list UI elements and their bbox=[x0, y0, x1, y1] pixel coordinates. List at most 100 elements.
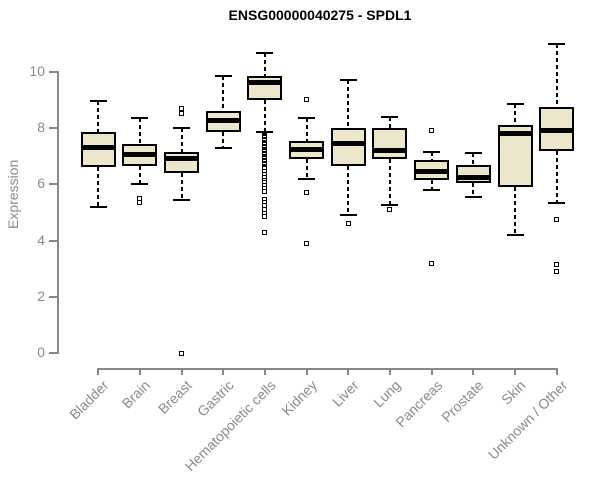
box-median bbox=[455, 174, 491, 180]
whisker-lower bbox=[180, 173, 183, 200]
x-tick bbox=[430, 369, 433, 375]
box-median bbox=[414, 169, 450, 175]
outlier-point bbox=[304, 240, 310, 246]
outlier-point bbox=[304, 190, 310, 196]
x-axis-label: Liver bbox=[328, 377, 362, 410]
whisker-lower bbox=[305, 158, 308, 179]
y-tick bbox=[49, 183, 57, 186]
whisker-upper bbox=[514, 104, 516, 126]
box-median bbox=[247, 80, 283, 86]
x-axis-label: Bladder bbox=[66, 377, 112, 423]
box-median bbox=[497, 131, 533, 137]
y-tick-label: 0 bbox=[37, 344, 45, 361]
y-tick bbox=[49, 70, 57, 73]
whisker-cap-lower bbox=[381, 204, 399, 207]
whisker-cap-upper bbox=[548, 42, 566, 45]
box-median bbox=[330, 141, 366, 146]
whisker-lower bbox=[347, 166, 350, 216]
outlier-point bbox=[304, 97, 310, 103]
whisker-cap-lower bbox=[548, 201, 566, 204]
outlier-point bbox=[262, 214, 268, 220]
x-tick bbox=[180, 369, 183, 375]
outlier-point bbox=[345, 221, 351, 227]
whisker-upper bbox=[430, 151, 433, 161]
outlier-point bbox=[179, 350, 185, 356]
whisker-upper bbox=[388, 116, 391, 128]
whisker-cap-lower bbox=[214, 146, 232, 149]
x-axis-label: Kidney bbox=[278, 377, 320, 419]
whisker-cap-lower bbox=[173, 198, 191, 201]
whisker-cap-upper bbox=[173, 127, 191, 130]
box-median bbox=[205, 118, 241, 124]
whisker-cap-lower bbox=[423, 188, 441, 191]
outlier-point bbox=[179, 111, 185, 117]
outlier-point bbox=[179, 105, 185, 111]
box-median bbox=[539, 128, 575, 134]
x-axis-label: Lung bbox=[369, 377, 404, 411]
whisker-upper bbox=[347, 80, 350, 128]
whisker-upper bbox=[305, 118, 308, 141]
outlier-point bbox=[554, 269, 560, 275]
whisker-upper bbox=[180, 128, 183, 152]
x-tick bbox=[388, 369, 391, 375]
y-tick bbox=[49, 295, 57, 298]
whisker-cap-upper bbox=[506, 103, 524, 106]
x-axis-label: Skin bbox=[497, 377, 529, 408]
whisker-upper bbox=[138, 118, 141, 144]
whisker-cap-upper bbox=[89, 100, 107, 103]
y-tick-label: 6 bbox=[37, 175, 45, 192]
outlier-point bbox=[554, 262, 560, 268]
x-tick bbox=[514, 369, 516, 375]
whisker-lower bbox=[430, 180, 433, 190]
whisker-cap-upper bbox=[423, 150, 441, 153]
chart-title: ENSG00000040275 - SPDL1 bbox=[228, 7, 412, 23]
outlier-point bbox=[429, 260, 435, 266]
whisker-upper bbox=[263, 53, 266, 76]
whisker-upper bbox=[555, 43, 558, 107]
box bbox=[164, 151, 200, 174]
y-tick-label: 10 bbox=[29, 62, 45, 79]
whisker-cap-upper bbox=[214, 74, 232, 77]
whisker-lower bbox=[472, 182, 475, 197]
box-median bbox=[122, 152, 158, 158]
x-axis-label: Prostate bbox=[438, 377, 487, 426]
y-tick bbox=[49, 127, 57, 130]
whisker-lower bbox=[222, 132, 225, 148]
box-median bbox=[289, 146, 325, 152]
box-median bbox=[80, 145, 116, 151]
box-median bbox=[164, 156, 200, 162]
x-tick bbox=[472, 369, 475, 375]
outlier-point bbox=[387, 207, 393, 213]
whisker-lower bbox=[388, 158, 391, 206]
x-axis-line bbox=[97, 367, 558, 370]
y-tick bbox=[49, 352, 57, 355]
y-tick-label: 2 bbox=[37, 287, 45, 304]
whisker-lower bbox=[138, 166, 141, 185]
outlier-point bbox=[262, 229, 268, 235]
outlier-point bbox=[554, 217, 560, 223]
box bbox=[455, 164, 491, 183]
whisker-cap-lower bbox=[89, 205, 107, 208]
whisker-lower bbox=[263, 99, 266, 133]
outlier-point bbox=[262, 188, 268, 194]
whisker-upper bbox=[97, 101, 100, 133]
y-tick-label: 8 bbox=[37, 119, 45, 136]
x-tick bbox=[555, 369, 558, 375]
x-axis-label: Brain bbox=[118, 377, 154, 412]
box bbox=[372, 128, 408, 159]
x-tick bbox=[97, 369, 100, 375]
box-median bbox=[372, 148, 408, 154]
x-axis-label: Breast bbox=[155, 377, 195, 417]
outlier-point bbox=[137, 200, 143, 206]
y-tick-label: 4 bbox=[37, 231, 45, 248]
whisker-cap-lower bbox=[464, 196, 482, 198]
whisker-cap-upper bbox=[381, 115, 399, 118]
whisker-cap-lower bbox=[506, 234, 524, 237]
whisker-cap-upper bbox=[339, 79, 357, 82]
x-tick bbox=[263, 369, 266, 375]
x-axis-label: Unknown / Other bbox=[484, 377, 570, 463]
whisker-cap-lower bbox=[339, 214, 357, 217]
x-tick bbox=[305, 369, 308, 375]
whisker-cap-lower bbox=[298, 177, 316, 180]
